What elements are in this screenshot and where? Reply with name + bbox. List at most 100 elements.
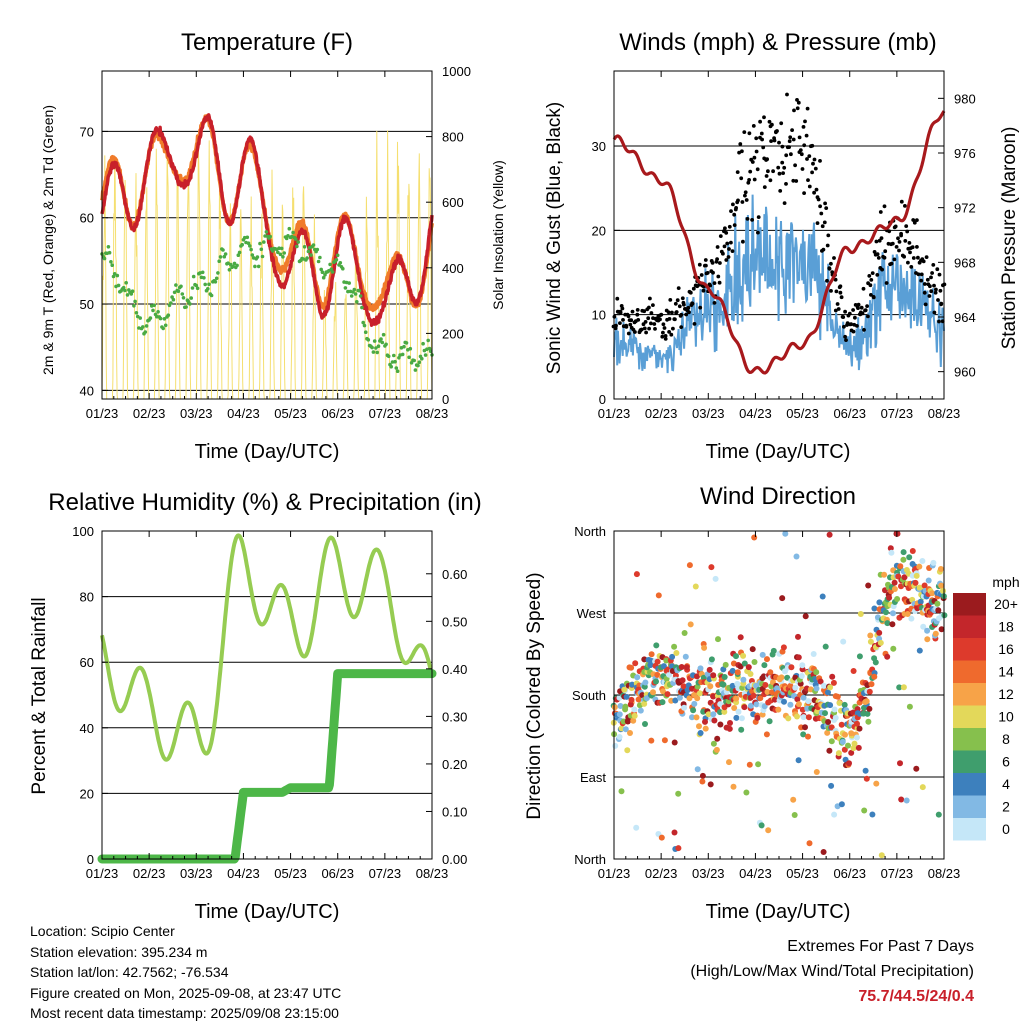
gust-point bbox=[756, 215, 761, 220]
direction-point bbox=[912, 579, 919, 586]
direction-point bbox=[913, 572, 920, 579]
direction-point bbox=[634, 674, 641, 681]
gust-point bbox=[721, 251, 725, 256]
direction-point bbox=[660, 663, 667, 670]
winds-left-axis-label: Sonic Wind & Gust (Blue, Black) bbox=[544, 102, 565, 374]
direction-point bbox=[795, 701, 802, 708]
gust-point bbox=[851, 329, 856, 334]
gust-point bbox=[791, 137, 796, 142]
gust-point bbox=[853, 315, 857, 320]
dewpoint-point bbox=[407, 355, 411, 360]
gust-point bbox=[723, 226, 727, 231]
gust-point bbox=[821, 247, 826, 252]
direction-point bbox=[854, 720, 860, 727]
direction-x-tick-label: 06/23 bbox=[833, 866, 866, 881]
gust-point bbox=[818, 159, 822, 163]
winds-left-tick-label: 30 bbox=[592, 139, 606, 154]
gust-point bbox=[869, 293, 873, 297]
direction-point bbox=[930, 559, 937, 566]
direction-point bbox=[887, 545, 894, 552]
direction-point bbox=[710, 672, 717, 679]
gust-point bbox=[660, 334, 665, 339]
gust-point bbox=[791, 178, 796, 183]
direction-point bbox=[729, 682, 736, 689]
dewpoint-point bbox=[366, 338, 371, 342]
dewpoint-point bbox=[248, 244, 252, 248]
legend-label: 20+ bbox=[994, 596, 1018, 612]
direction-point bbox=[861, 807, 868, 814]
gust-point bbox=[758, 119, 762, 124]
gust-point bbox=[811, 161, 815, 166]
gust-point bbox=[887, 229, 892, 234]
temperature-x-tick-label: 04/23 bbox=[227, 406, 260, 421]
direction-point bbox=[845, 742, 851, 749]
direction-point bbox=[749, 646, 756, 653]
direction-point bbox=[629, 681, 636, 688]
direction-point bbox=[828, 782, 835, 789]
temperature-left-tick-label: 40 bbox=[80, 383, 94, 398]
direction-point bbox=[888, 549, 895, 556]
gust-point bbox=[801, 125, 806, 129]
dewpoint-point bbox=[416, 363, 420, 368]
direction-point bbox=[686, 562, 693, 569]
direction-point bbox=[862, 767, 869, 774]
direction-point bbox=[829, 673, 836, 680]
gust-point bbox=[797, 135, 802, 140]
gust-point bbox=[698, 305, 703, 310]
dewpoint-point bbox=[355, 300, 359, 304]
direction-point bbox=[882, 609, 889, 616]
direction-point bbox=[623, 693, 630, 700]
direction-point bbox=[841, 701, 848, 708]
humidity-right-tick-label: 0.60 bbox=[442, 567, 467, 582]
direction-point bbox=[738, 715, 745, 722]
direction-point bbox=[827, 684, 834, 691]
legend-swatch bbox=[953, 638, 986, 661]
gust-point bbox=[922, 290, 927, 295]
direction-point bbox=[800, 694, 807, 701]
gust-point bbox=[701, 288, 706, 293]
direction-point bbox=[831, 706, 838, 713]
dewpoint-point bbox=[374, 346, 378, 350]
legend-label: 6 bbox=[1002, 754, 1010, 770]
gust-point bbox=[703, 258, 708, 262]
gust-point bbox=[725, 241, 730, 246]
gust-point bbox=[636, 318, 641, 322]
direction-point bbox=[834, 693, 841, 700]
station-pressure-line bbox=[612, 110, 946, 375]
winds-x-tick-label: 03/23 bbox=[692, 406, 725, 421]
gust-point bbox=[754, 149, 759, 154]
dewpoint-point bbox=[353, 292, 358, 296]
gust-point bbox=[727, 224, 732, 229]
direction-point bbox=[664, 691, 671, 698]
gust-point bbox=[907, 241, 912, 245]
direction-point bbox=[787, 701, 794, 708]
gust-point bbox=[754, 136, 759, 141]
direction-point bbox=[660, 688, 666, 695]
direction-point bbox=[784, 674, 791, 681]
direction-point bbox=[856, 653, 863, 660]
winds-right-tick-label: 976 bbox=[954, 146, 976, 161]
gust-point bbox=[803, 119, 807, 124]
gust-point bbox=[661, 322, 666, 327]
gust-point bbox=[905, 229, 910, 234]
dewpoint-point bbox=[394, 366, 399, 370]
humidity-x-tick-label: 03/23 bbox=[180, 866, 213, 881]
direction-point bbox=[934, 600, 941, 607]
direction-point bbox=[867, 632, 874, 639]
dewpoint-point bbox=[279, 246, 284, 251]
gust-point bbox=[919, 272, 924, 277]
dewpoint-point bbox=[232, 261, 237, 266]
gust-point bbox=[787, 139, 792, 144]
dewpoint-point bbox=[408, 346, 413, 351]
direction-point bbox=[653, 642, 660, 649]
direction-point bbox=[913, 765, 920, 772]
direction-point bbox=[775, 706, 782, 713]
dewpoint-point bbox=[106, 245, 111, 249]
direction-point bbox=[794, 713, 800, 720]
gust-point bbox=[849, 322, 853, 327]
dewpoint-point bbox=[400, 352, 405, 357]
dewpoint-point bbox=[363, 330, 368, 335]
gust-point bbox=[776, 165, 781, 170]
humidity-left-tick-label: 0 bbox=[87, 852, 94, 867]
direction-point bbox=[655, 592, 662, 599]
